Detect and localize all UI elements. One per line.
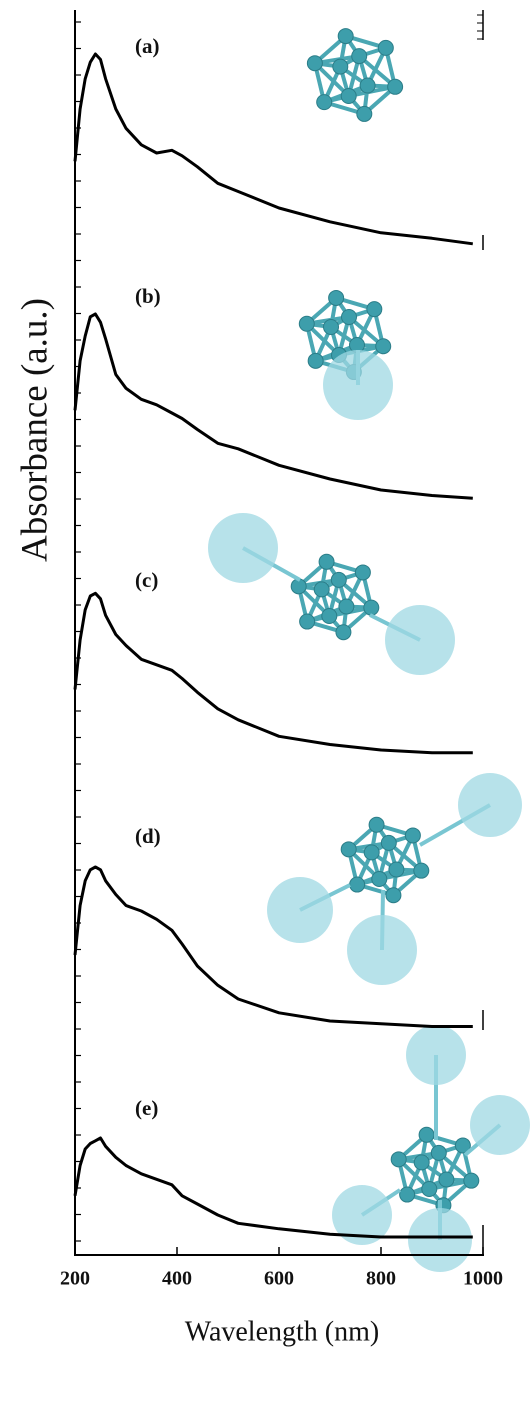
atom bbox=[414, 863, 429, 878]
x-tick-label: 1000 bbox=[463, 1268, 503, 1290]
atom bbox=[314, 582, 329, 597]
x-axis-label: Wavelength (nm) bbox=[185, 1316, 379, 1347]
atom bbox=[386, 888, 401, 903]
atom bbox=[308, 353, 323, 368]
atom bbox=[400, 1187, 415, 1202]
atom bbox=[364, 845, 379, 860]
x-tick-label: 600 bbox=[264, 1268, 294, 1290]
atom bbox=[405, 828, 420, 843]
atom bbox=[350, 877, 365, 892]
atom bbox=[431, 1145, 446, 1160]
atom bbox=[378, 40, 393, 55]
ligand-sphere bbox=[385, 605, 455, 675]
ligand-sphere bbox=[470, 1095, 530, 1155]
atom bbox=[388, 79, 403, 94]
ligand-sphere bbox=[406, 1025, 466, 1085]
atom bbox=[336, 625, 351, 640]
atom bbox=[322, 609, 337, 624]
atom bbox=[300, 614, 315, 629]
atom bbox=[422, 1182, 437, 1197]
ligand-sphere bbox=[208, 513, 278, 583]
atom bbox=[376, 339, 391, 354]
spectrum-line bbox=[75, 1138, 473, 1237]
atom bbox=[360, 78, 375, 93]
panel-label: (b) bbox=[135, 284, 161, 308]
panel-label: (d) bbox=[135, 824, 161, 848]
atom bbox=[414, 1155, 429, 1170]
spectrum-line bbox=[75, 314, 473, 498]
atom bbox=[333, 59, 348, 74]
atom bbox=[299, 316, 314, 331]
atom bbox=[307, 56, 322, 71]
atom bbox=[389, 862, 404, 877]
atom bbox=[324, 320, 339, 335]
x-tick-label: 200 bbox=[60, 1268, 90, 1290]
atom bbox=[367, 302, 382, 317]
atom bbox=[352, 49, 367, 64]
atom bbox=[329, 290, 344, 305]
atom bbox=[331, 572, 346, 587]
panel-label: (c) bbox=[135, 568, 158, 592]
atom bbox=[372, 872, 387, 887]
atom bbox=[419, 1127, 434, 1142]
panel-label: (e) bbox=[135, 1096, 158, 1120]
atom bbox=[381, 835, 396, 850]
ligand-sphere bbox=[267, 877, 333, 943]
y-axis-label: Absorbance (a.u.) bbox=[14, 298, 55, 562]
page: Absorbance (a.u.) Wavelength (nm) (a) (b)… bbox=[0, 0, 530, 1404]
x-tick-label: 400 bbox=[162, 1268, 192, 1290]
chart: Absorbance (a.u.) Wavelength (nm) (a) (b)… bbox=[0, 0, 530, 1404]
atom bbox=[338, 29, 353, 44]
ligand-sphere bbox=[347, 915, 417, 985]
atom bbox=[341, 842, 356, 857]
atom bbox=[439, 1172, 454, 1187]
atom bbox=[357, 106, 372, 121]
atom bbox=[342, 310, 357, 325]
atom bbox=[364, 600, 379, 615]
x-tick-label: 800 bbox=[366, 1268, 396, 1290]
molecule-illustrations bbox=[208, 29, 530, 1272]
panel-label: (a) bbox=[135, 34, 160, 58]
atom bbox=[339, 599, 354, 614]
atom bbox=[391, 1152, 406, 1167]
ligand-sphere bbox=[408, 1208, 472, 1272]
atom bbox=[319, 554, 334, 569]
atom bbox=[355, 565, 370, 580]
spectrum-line bbox=[75, 54, 473, 244]
atom bbox=[341, 89, 356, 104]
atom bbox=[369, 817, 384, 832]
atom bbox=[464, 1173, 479, 1188]
atom bbox=[317, 95, 332, 110]
ligand-sphere bbox=[458, 773, 522, 837]
ligand-sphere bbox=[323, 350, 393, 420]
